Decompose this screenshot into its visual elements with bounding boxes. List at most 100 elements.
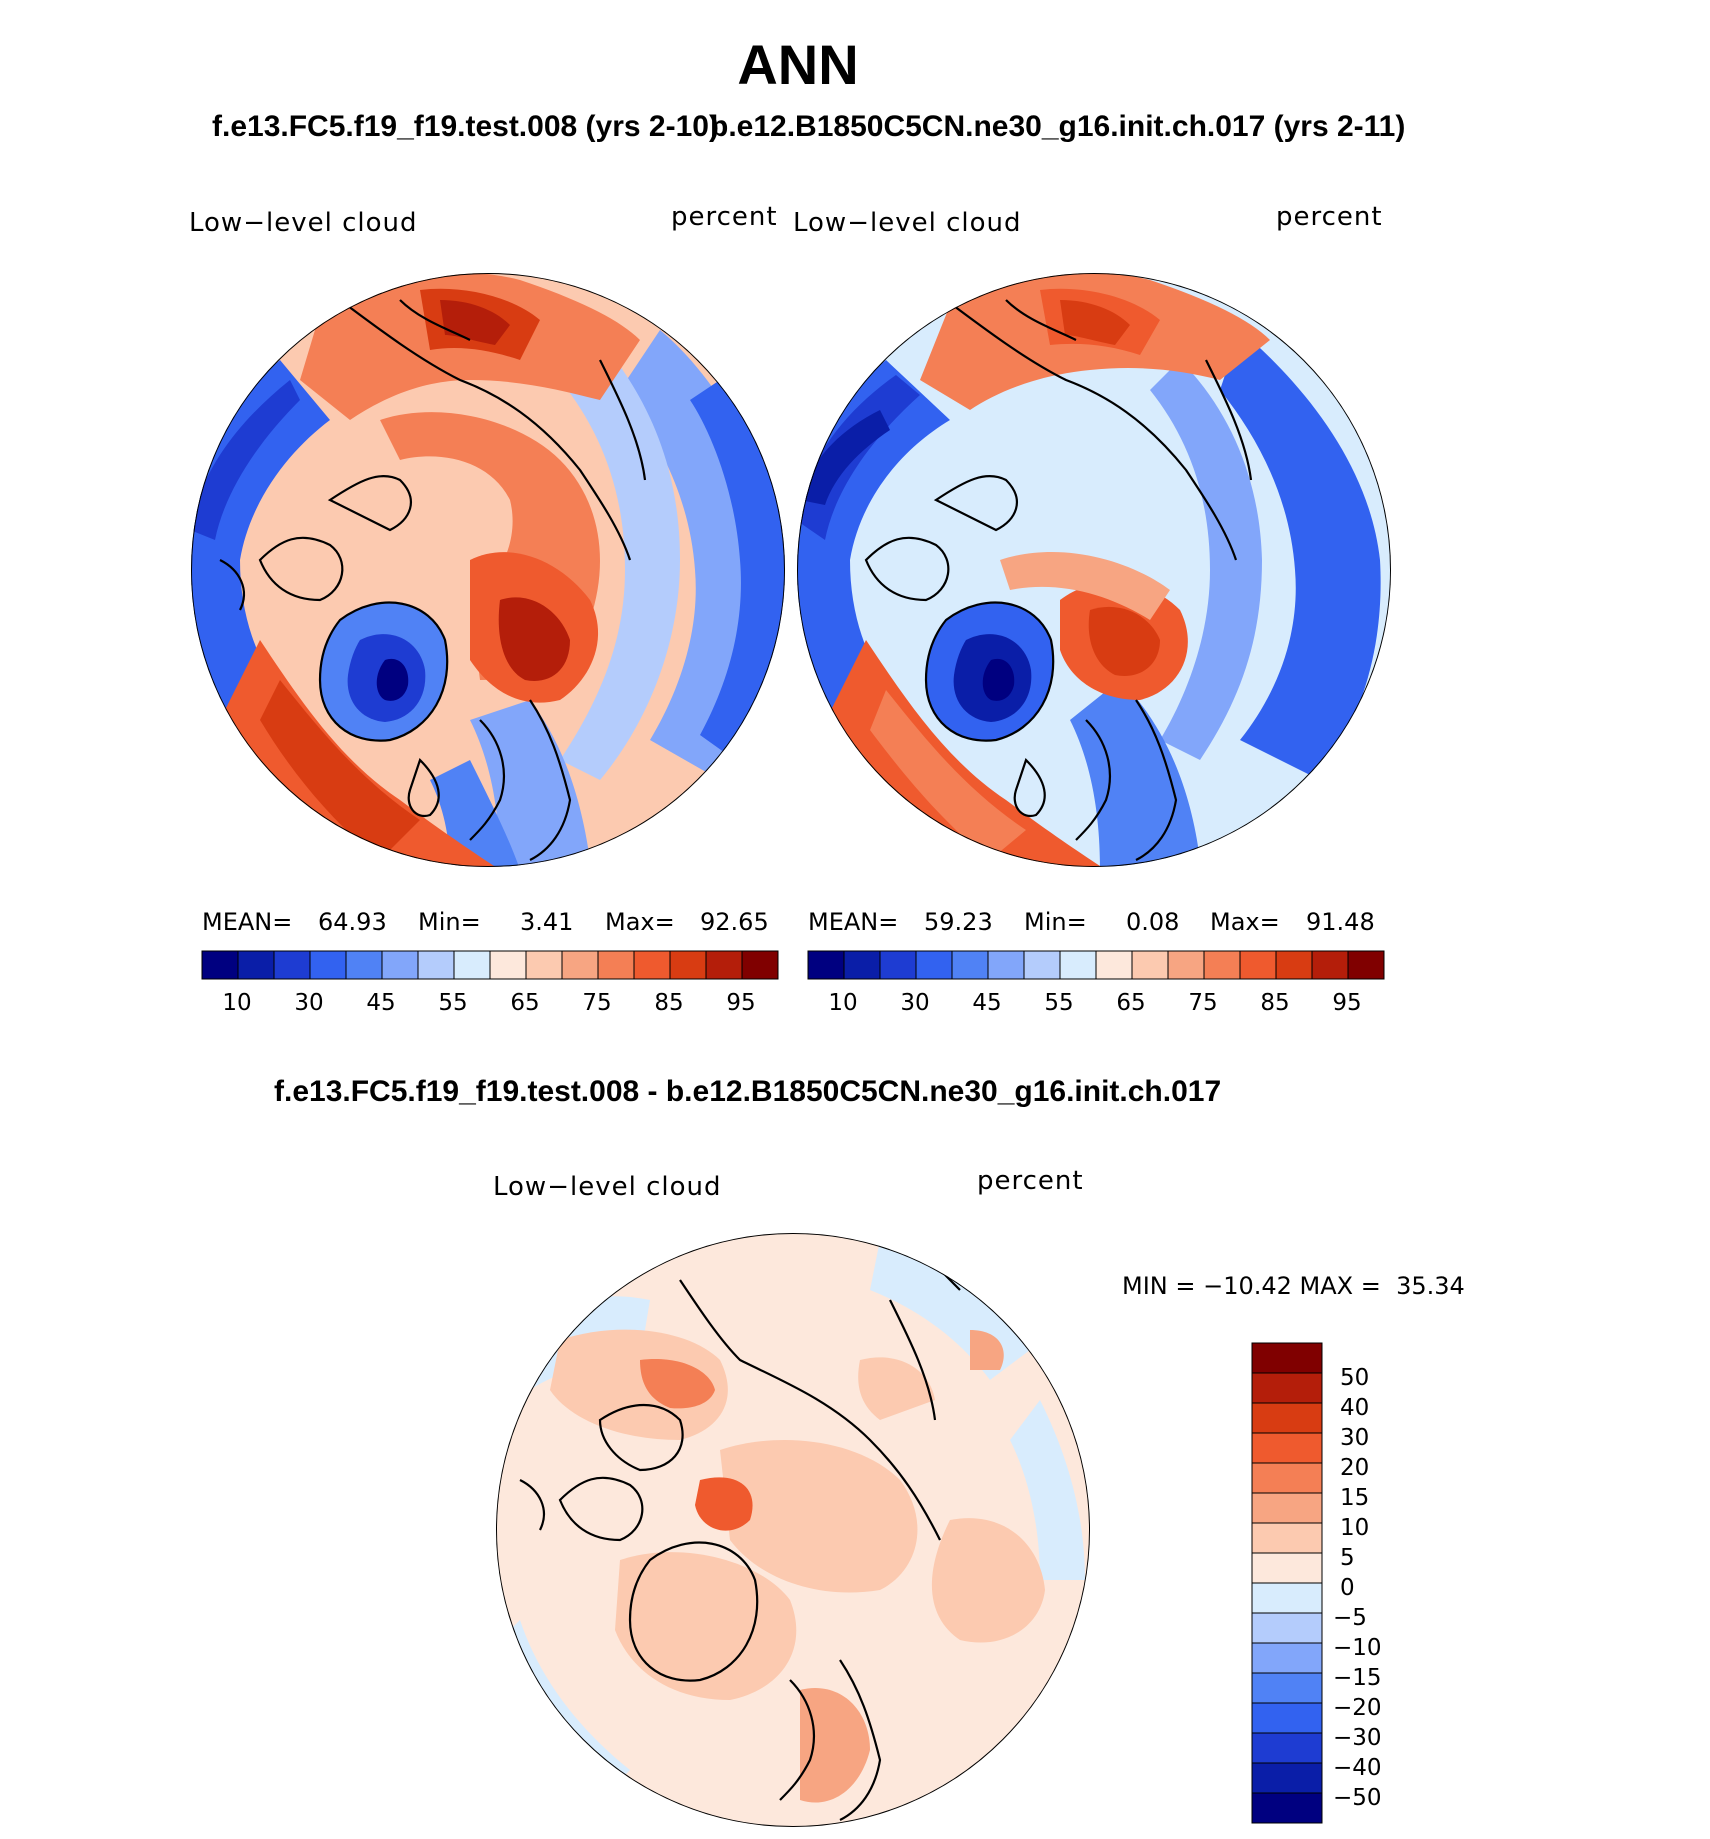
- colorbar-2-swatch-7: [1059, 950, 1097, 980]
- panel2-mean-value: 59.23: [924, 908, 993, 936]
- colorbar-diff-swatch-12: [1251, 1702, 1323, 1734]
- colorbar-2-swatch-2: [879, 950, 917, 980]
- panel1-units-label: percent: [671, 202, 778, 232]
- colorbar-2-swatch-10: [1167, 950, 1205, 980]
- colorbar-diff: [1251, 1342, 1323, 1824]
- colorbar-1-swatch-5: [381, 950, 419, 980]
- panel1-max-label: Max=: [605, 908, 675, 936]
- colorbar-panel-2: [807, 950, 1385, 980]
- colorbar-1-swatch-2: [273, 950, 311, 980]
- cb3-tick-label: −50: [1333, 1785, 1382, 1811]
- panel2-max-value: 91.48: [1306, 908, 1375, 936]
- colorbar-1-swatch-11: [597, 950, 635, 980]
- cb2-tick-label: 85: [1260, 990, 1290, 1016]
- panel1-mean-label: MEAN=: [202, 908, 293, 936]
- colorbar-1-swatch-4: [345, 950, 383, 980]
- colorbar-diff-swatch-9: [1251, 1612, 1323, 1644]
- colorbar-2-swatch-12: [1239, 950, 1277, 980]
- cb3-tick-label: −10: [1333, 1635, 1382, 1661]
- cb2-tick-label: 45: [972, 990, 1002, 1016]
- cb1-tick-label: 65: [510, 990, 540, 1016]
- diff-title: f.e13.FC5.f19_f19.test.008 - b.e12.B1850…: [274, 1075, 1222, 1108]
- cb2-tick-label: 30: [900, 990, 930, 1016]
- colorbar-1-swatch-7: [453, 950, 491, 980]
- colorbar-diff-swatch-3: [1251, 1432, 1323, 1464]
- colorbar-1-swatch-9: [525, 950, 563, 980]
- colorbar-2-swatch-3: [915, 950, 953, 980]
- cb3-tick-label: 20: [1340, 1455, 1370, 1481]
- panel2-units-label: percent: [1276, 202, 1383, 232]
- map-panel-2: [797, 273, 1391, 867]
- colorbar-diff-swatch-0: [1251, 1342, 1323, 1374]
- colorbar-2-swatch-9: [1131, 950, 1169, 980]
- colorbar-diff-swatch-15: [1251, 1792, 1323, 1824]
- colorbar-2-swatch-4: [951, 950, 989, 980]
- cb3-tick-label: 0: [1340, 1575, 1355, 1601]
- cb1-tick-label: 75: [582, 990, 612, 1016]
- colorbar-diff-swatch-10: [1251, 1642, 1323, 1674]
- map-panel-1: [191, 273, 785, 867]
- colorbar-diff-swatch-1: [1251, 1372, 1323, 1404]
- colorbar-diff-swatch-11: [1251, 1672, 1323, 1704]
- panel2-variable-label: Low−level cloud: [793, 208, 1022, 238]
- cb1-tick-label: 55: [438, 990, 468, 1016]
- colorbar-diff-swatch-5: [1251, 1492, 1323, 1524]
- cb3-tick-label: 40: [1340, 1395, 1370, 1421]
- map-panel-diff: [496, 1233, 1090, 1827]
- colorbar-2-swatch-15: [1347, 950, 1385, 980]
- colorbar-1-swatch-13: [669, 950, 707, 980]
- colorbar-1-swatch-1: [237, 950, 275, 980]
- panel1-min-label: Min=: [418, 908, 481, 936]
- cb1-tick-label: 95: [726, 990, 756, 1016]
- colorbar-2-swatch-8: [1095, 950, 1133, 980]
- cb2-tick-label: 65: [1116, 990, 1146, 1016]
- panel1-variable-label: Low−level cloud: [189, 208, 418, 238]
- panel2-max-label: Max=: [1210, 908, 1280, 936]
- panel2-mean-label: MEAN=: [808, 908, 899, 936]
- colorbar-1-swatch-0: [201, 950, 239, 980]
- colorbar-panel-1: [201, 950, 779, 980]
- colorbar-1-swatch-8: [489, 950, 527, 980]
- colorbar-2-swatch-0: [807, 950, 845, 980]
- cb3-tick-label: −15: [1333, 1665, 1382, 1691]
- cb2-tick-label: 75: [1188, 990, 1218, 1016]
- colorbar-diff-swatch-13: [1251, 1732, 1323, 1764]
- colorbar-1-swatch-3: [309, 950, 347, 980]
- colorbar-diff-swatch-7: [1251, 1552, 1323, 1584]
- cb1-tick-label: 30: [294, 990, 324, 1016]
- colorbar-diff-swatch-8: [1251, 1582, 1323, 1614]
- panel1-mean-value: 64.93: [318, 908, 387, 936]
- colorbar-1-swatch-12: [633, 950, 671, 980]
- panel2-min-value: 0.08: [1126, 908, 1180, 936]
- cb3-tick-label: 5: [1340, 1545, 1355, 1571]
- colorbar-1-swatch-14: [705, 950, 743, 980]
- cb1-tick-label: 85: [654, 990, 684, 1016]
- cb1-tick-label: 45: [366, 990, 396, 1016]
- diff-min-max: MIN = −10.42 MAX = 35.34: [1122, 1272, 1465, 1300]
- colorbar-1-swatch-15: [741, 950, 779, 980]
- panel2-min-label: Min=: [1024, 908, 1087, 936]
- diff-variable-label: Low−level cloud: [493, 1172, 722, 1202]
- panel1-min-value: 3.41: [520, 908, 574, 936]
- cb2-tick-label: 95: [1332, 990, 1362, 1016]
- subtitle-right: b.e12.B1850C5CN.ne30_g16.init.ch.017 (yr…: [710, 110, 1406, 143]
- colorbar-diff-swatch-6: [1251, 1522, 1323, 1554]
- plot-title: ANN: [737, 33, 859, 96]
- colorbar-2-swatch-5: [987, 950, 1025, 980]
- colorbar-2-swatch-14: [1311, 950, 1349, 980]
- cb3-tick-label: 10: [1340, 1515, 1370, 1541]
- cb2-tick-label: 10: [828, 990, 858, 1016]
- colorbar-1-swatch-6: [417, 950, 455, 980]
- colorbar-2-swatch-1: [843, 950, 881, 980]
- colorbar-2-swatch-11: [1203, 950, 1241, 980]
- cb3-tick-label: −20: [1333, 1695, 1382, 1721]
- cb3-tick-label: 30: [1340, 1425, 1370, 1451]
- colorbar-diff-swatch-14: [1251, 1762, 1323, 1794]
- cb2-tick-label: 55: [1044, 990, 1074, 1016]
- colorbar-1-swatch-10: [561, 950, 599, 980]
- diff-units-label: percent: [977, 1166, 1084, 1196]
- subtitle-left: f.e13.FC5.f19_f19.test.008 (yrs 2-10): [212, 110, 719, 143]
- colorbar-diff-swatch-2: [1251, 1402, 1323, 1434]
- cb3-tick-label: −40: [1333, 1755, 1382, 1781]
